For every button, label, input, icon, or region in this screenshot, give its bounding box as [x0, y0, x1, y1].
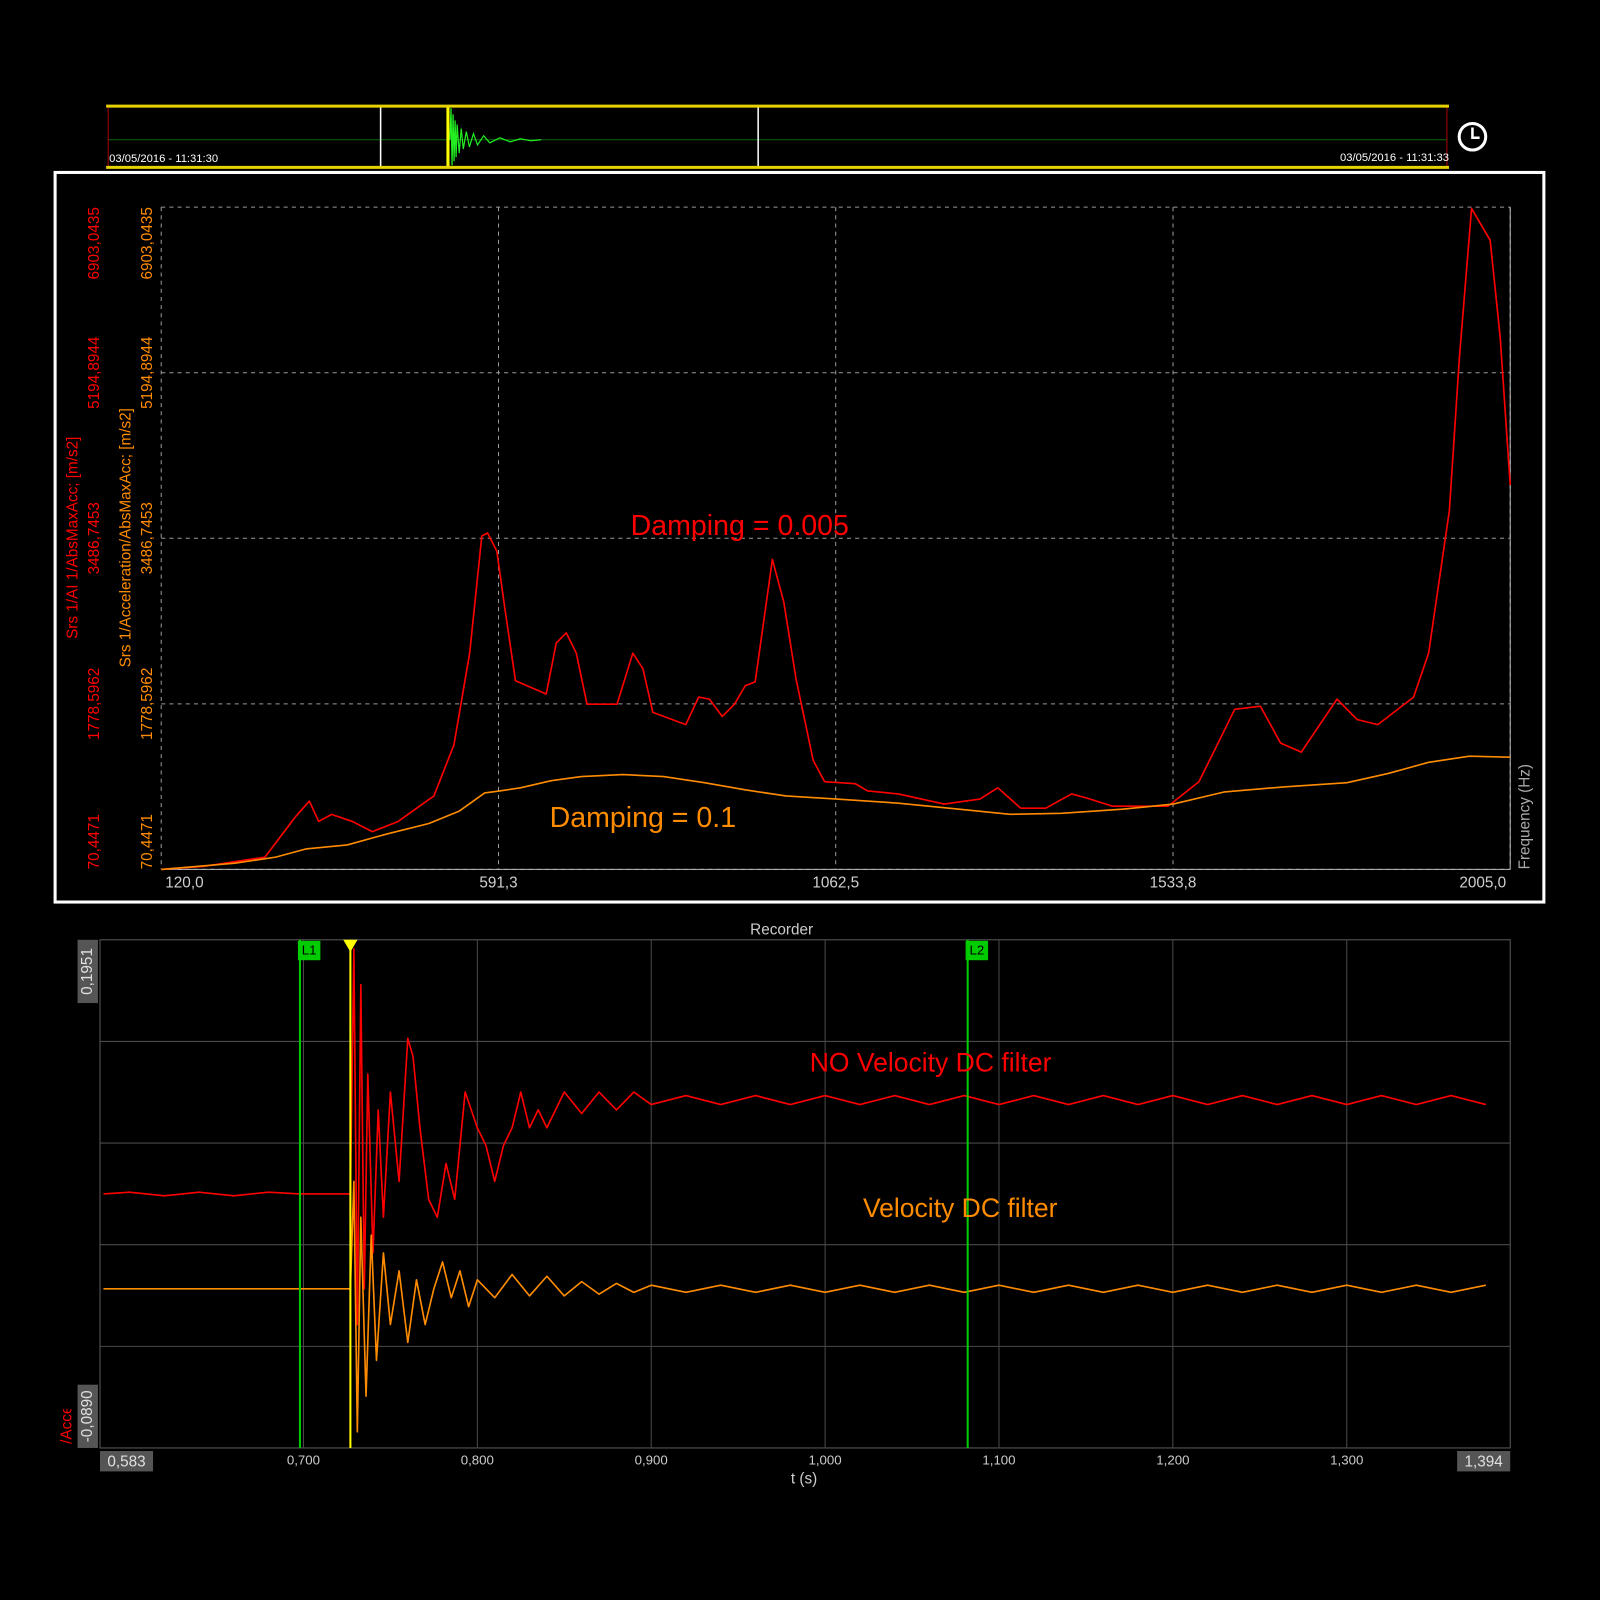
- y-axis-title-part: /Acceleration/VelocityHistory,: [58, 1248, 75, 1444]
- clock-icon[interactable]: [1457, 121, 1488, 152]
- y-limit-box: [77, 939, 98, 1004]
- srs-panel: [53, 170, 1546, 904]
- x-tick-label: 2005,0: [1459, 875, 1506, 892]
- y-tick-label: 1778,5962: [86, 668, 103, 740]
- x-limit-box: [100, 1451, 154, 1472]
- clock-hands[interactable]: [1471, 127, 1480, 140]
- overview-start: 03/05/2016 - 11:31:30: [109, 153, 218, 165]
- x-tick-label: 1,300: [1330, 1453, 1363, 1468]
- series-line: [103, 948, 1487, 1326]
- x-tick-label: 0,800: [461, 1453, 494, 1468]
- series-line: [161, 207, 1512, 871]
- y-limit-label: 0,1951: [79, 948, 96, 995]
- y-axis-title: Srs 1/AI 1/AbsMaxAcc; [m/s2]: [65, 437, 82, 639]
- series-line: [103, 1180, 1487, 1433]
- x-tick-label: 591,3: [479, 875, 517, 892]
- overview-frame: [108, 106, 1447, 168]
- y2-tick-label: 70,4471: [139, 814, 156, 869]
- y2-tick-label: 6903,0435: [139, 207, 156, 279]
- y2-tick-label: 1778,5962: [139, 668, 156, 740]
- overview-end: 03/05/2016 - 11:31:33: [1340, 152, 1449, 164]
- cursor-tag: [297, 940, 321, 961]
- x-tick-label: 1,000: [809, 1453, 842, 1468]
- y-axis-title: /Acceleration/VelocityHistory, Srs 1/Acc…: [58, 1005, 75, 1443]
- x-tick-label: 1533,8: [1150, 875, 1197, 892]
- y-tick-label: 3486,7453: [86, 502, 103, 574]
- x-axis-title: Frequency (Hz): [1517, 764, 1534, 869]
- annotation: Damping = 0.005: [631, 510, 849, 542]
- x-tick-label: 0,900: [635, 1453, 668, 1468]
- annotation: NO Velocity DC filter: [810, 1047, 1052, 1077]
- annotation: Velocity DC filter: [863, 1193, 1058, 1223]
- x-tick-label: 1062,5: [812, 875, 859, 892]
- annotation: Damping = 0.1: [550, 802, 737, 834]
- y-tick-label: 5194,8944: [86, 336, 103, 409]
- x-tick-label: 1,200: [1156, 1453, 1189, 1468]
- y-tick-label: 70,4471: [86, 814, 103, 869]
- clock-button[interactable]: [1457, 121, 1488, 152]
- trigger-marker: [343, 939, 358, 953]
- x-tick-label: 0,700: [287, 1453, 320, 1468]
- y-limit-box: [77, 1384, 98, 1448]
- x-axis-title: t (s): [791, 1471, 817, 1488]
- cursor-tag: [965, 940, 989, 961]
- x-tick-label: 1,100: [982, 1453, 1015, 1468]
- y2-tick-label: 5194,8944: [139, 336, 156, 409]
- overview: 03/05/2016 - 11:31:30 03/05/2016 - 11:31…: [106, 104, 1488, 169]
- y2-axis-title: Srs 1/Acceleration/AbsMaxAcc; [m/s2]: [118, 408, 135, 667]
- y-tick-label: 6903,0435: [86, 207, 103, 279]
- x-limit-label: 0,583: [107, 1453, 145, 1470]
- cursor-label: L1: [302, 943, 317, 958]
- y2-tick-label: 3486,7453: [139, 502, 156, 574]
- x-limit-box: [1457, 1451, 1511, 1472]
- x-tick-label: 120,0: [165, 875, 203, 892]
- overview-signal: [449, 108, 541, 166]
- y-limit-label: -0,0890: [79, 1390, 96, 1442]
- chart-title: Recorder: [750, 922, 813, 939]
- cursor-label: L2: [969, 943, 984, 958]
- plot-frame: [99, 939, 1511, 1449]
- series-line: [161, 755, 1511, 871]
- x-limit-label: 1,394: [1465, 1453, 1504, 1470]
